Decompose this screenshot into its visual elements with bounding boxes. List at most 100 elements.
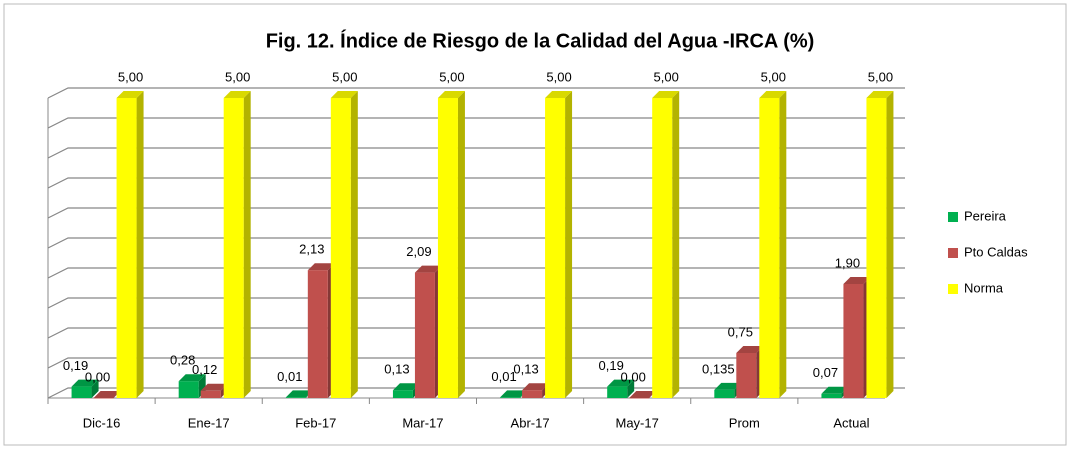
bar-top bbox=[71, 379, 99, 387]
bar bbox=[437, 98, 458, 398]
grid-line bbox=[47, 87, 905, 99]
bar bbox=[71, 386, 92, 398]
bar-top bbox=[200, 383, 228, 391]
bar-top bbox=[714, 382, 742, 390]
x-tick-label: Mar-17 bbox=[402, 415, 443, 430]
legend-label: Norma bbox=[964, 280, 1004, 295]
bar bbox=[414, 272, 435, 398]
bar bbox=[866, 98, 887, 398]
bar bbox=[330, 98, 351, 398]
data-label: 0,135 bbox=[702, 361, 735, 376]
data-label: 0,19 bbox=[599, 358, 624, 373]
data-label: 0,19 bbox=[63, 358, 88, 373]
bar-top bbox=[392, 383, 420, 391]
bar-side bbox=[565, 91, 573, 398]
x-tick-label: Dic-16 bbox=[83, 415, 121, 430]
bar bbox=[500, 397, 521, 398]
data-label: 0,01 bbox=[491, 369, 516, 384]
data-label: 0,28 bbox=[170, 353, 195, 368]
bar-top bbox=[821, 386, 849, 394]
grid-line bbox=[47, 207, 905, 219]
bar-top bbox=[652, 91, 680, 98]
data-label: 0,07 bbox=[813, 365, 838, 380]
bar-top bbox=[307, 263, 335, 271]
bar-top bbox=[522, 383, 550, 391]
x-tick-label: Actual bbox=[833, 415, 869, 430]
bar bbox=[392, 390, 413, 398]
grid-line bbox=[47, 177, 905, 189]
bar bbox=[759, 98, 780, 398]
bar-side bbox=[672, 91, 680, 398]
grid-line bbox=[47, 147, 905, 159]
x-tick-label: Abr-17 bbox=[511, 415, 550, 430]
bar-top bbox=[330, 91, 358, 98]
data-label: 5,00 bbox=[654, 69, 679, 84]
bar bbox=[307, 270, 328, 398]
bar-top bbox=[223, 91, 251, 98]
legend-swatch bbox=[948, 284, 958, 294]
bar-top bbox=[545, 91, 573, 98]
bar-top bbox=[866, 91, 894, 98]
bar-side bbox=[243, 91, 251, 398]
bar-side bbox=[627, 379, 635, 398]
x-tick-label: Feb-17 bbox=[295, 415, 336, 430]
grid-line bbox=[47, 117, 905, 129]
bar bbox=[178, 381, 199, 398]
legend-label: Pereira bbox=[964, 208, 1007, 223]
bar bbox=[522, 390, 543, 398]
bar-top bbox=[178, 374, 206, 382]
bar bbox=[736, 353, 757, 398]
data-label: 0,01 bbox=[277, 369, 302, 384]
bar bbox=[607, 386, 628, 398]
data-label: 0,13 bbox=[513, 362, 538, 377]
bar-top bbox=[93, 391, 121, 398]
bar-top bbox=[500, 390, 528, 398]
data-label: 2,13 bbox=[299, 242, 324, 257]
bar-side bbox=[350, 91, 358, 398]
grid-line bbox=[47, 267, 905, 279]
grid-line bbox=[47, 237, 905, 249]
legend-swatch bbox=[948, 212, 958, 222]
bar-top bbox=[285, 390, 313, 398]
bar-top bbox=[843, 277, 871, 284]
x-tick-label: May-17 bbox=[616, 415, 659, 430]
chart-title: Fig. 12. Índice de Riesgo de la Calidad … bbox=[266, 29, 815, 52]
bar-side bbox=[457, 91, 465, 398]
bar-side bbox=[779, 91, 787, 398]
bar bbox=[629, 398, 650, 399]
data-label: 5,00 bbox=[546, 69, 571, 84]
data-label: 5,00 bbox=[761, 69, 786, 84]
bar-top bbox=[629, 391, 657, 398]
bar-top bbox=[759, 91, 787, 98]
bar bbox=[116, 98, 137, 398]
data-label: 0,00 bbox=[621, 369, 646, 384]
bar bbox=[652, 98, 673, 398]
bar-side bbox=[136, 91, 144, 398]
bar-top bbox=[437, 91, 465, 98]
bar bbox=[714, 389, 735, 398]
data-label: 2,09 bbox=[406, 244, 431, 259]
data-label: 5,00 bbox=[439, 69, 464, 84]
bar bbox=[223, 98, 244, 398]
data-label: 5,00 bbox=[332, 69, 357, 84]
bar-side bbox=[91, 379, 99, 398]
legend-swatch bbox=[948, 248, 958, 258]
bar-top bbox=[414, 265, 442, 273]
bar bbox=[93, 398, 114, 399]
data-label: 5,00 bbox=[225, 69, 250, 84]
data-label: 0,75 bbox=[728, 324, 753, 339]
bar-side bbox=[886, 91, 894, 398]
bar bbox=[843, 284, 864, 398]
grid-line bbox=[47, 297, 905, 309]
bar bbox=[200, 390, 221, 398]
data-label: 0,12 bbox=[192, 362, 217, 377]
bar-top bbox=[116, 91, 144, 98]
x-tick-label: Prom bbox=[729, 415, 760, 430]
data-label: 0,00 bbox=[85, 369, 110, 384]
data-label: 1,90 bbox=[835, 255, 860, 270]
grid-line bbox=[47, 327, 905, 339]
data-label: 0,13 bbox=[384, 362, 409, 377]
grid-line bbox=[47, 357, 905, 369]
data-label: 5,00 bbox=[118, 69, 143, 84]
